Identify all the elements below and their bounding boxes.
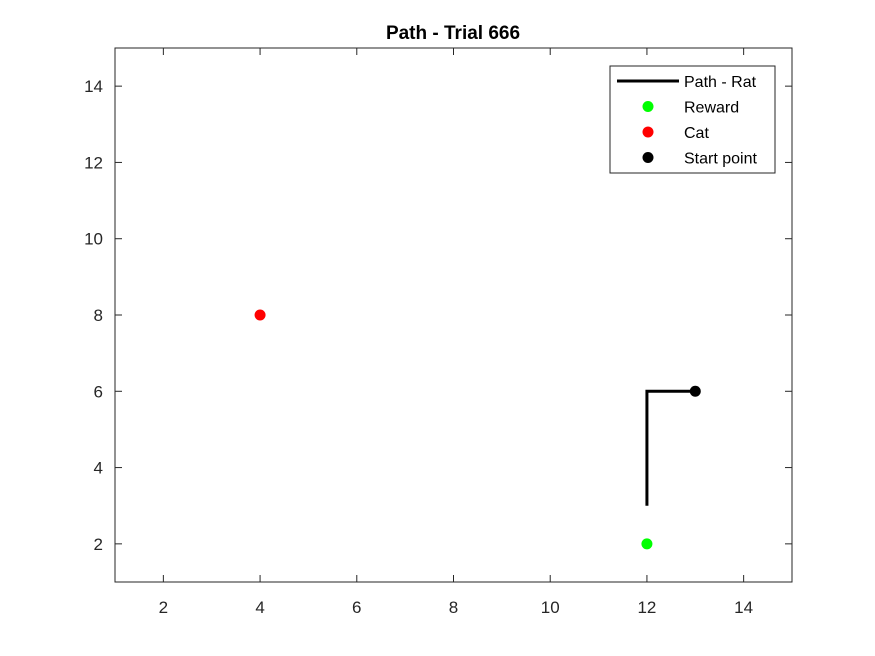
x-tick-label: 6 (352, 598, 361, 617)
y-tick-label: 8 (94, 306, 103, 325)
legend-marker-reward (642, 101, 654, 112)
legend-marker-start-point (642, 152, 654, 163)
y-tick-label: 2 (94, 535, 103, 554)
start-point-marker (689, 385, 701, 397)
x-tick-label: 4 (255, 598, 264, 617)
y-tick-label: 4 (94, 459, 103, 478)
x-tick-label: 8 (449, 598, 458, 617)
legend: Path - Rat Reward Cat Start point (609, 65, 776, 174)
y-tick-label: 12 (84, 153, 103, 172)
legend-label-start-point: Start point (684, 151, 757, 168)
reward-marker (641, 538, 653, 550)
x-tick-label: 2 (159, 598, 168, 617)
y-tick-label: 6 (94, 382, 103, 401)
x-tick-label: 12 (637, 598, 656, 617)
rat-path-line (645, 389, 696, 506)
legend-box (609, 65, 776, 174)
cat-marker (254, 309, 266, 321)
y-tick-label: 10 (84, 230, 103, 249)
legend-label-path-rat: Path - Rat (684, 74, 757, 91)
legend-label-reward: Reward (684, 100, 739, 117)
legend-label-cat: Cat (684, 125, 709, 142)
x-tick-label: 14 (734, 598, 753, 617)
y-tick-label: 14 (84, 77, 103, 96)
legend-marker-cat (642, 126, 654, 138)
chart-title: Path - Trial 666 (386, 23, 520, 44)
x-tick-label: 10 (541, 598, 560, 617)
